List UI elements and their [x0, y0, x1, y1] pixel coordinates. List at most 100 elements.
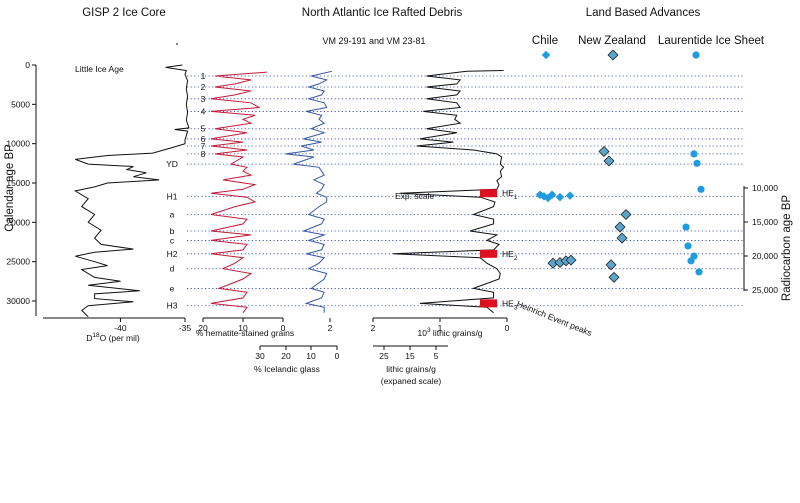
heinrich-bar-2 [480, 249, 497, 258]
event-label-4: 4 [201, 106, 206, 116]
left-tick-label: 25000 [6, 257, 30, 267]
exp-scale-label: Exp. scale [395, 191, 434, 201]
event-label-b: b [170, 226, 175, 236]
event-label-8: 8 [201, 149, 206, 159]
hematite-series [210, 71, 268, 314]
icelandic-tick-label: 30 [255, 351, 265, 361]
lithic-exp-tick-label: 15 [405, 351, 415, 361]
little-ice-age-label: Little Ice Age [75, 64, 124, 74]
heinrich-label-3: HE3 [502, 298, 518, 311]
new-zealand-marker [605, 259, 617, 271]
new-zealand-marker [603, 155, 615, 167]
chile-marker [555, 192, 565, 202]
event-label-1: 1 [201, 71, 206, 81]
new-zealand-marker [616, 232, 628, 244]
icelandic-tick-label: 20 [281, 351, 291, 361]
laurentide-marker [690, 150, 698, 158]
icelandic-tick-label: 0 [335, 351, 340, 361]
right-tick-label: 15,000 [752, 217, 778, 227]
heinrich-label-1: HE1 [502, 188, 518, 201]
icelandic-axis-label: % Icelandic glass [254, 364, 320, 374]
lithic-tick-label: 2 [371, 323, 376, 333]
title-cores: VM 29-191 and VM 23-81 [322, 36, 425, 46]
chile-marker [565, 191, 575, 200]
heinrich-peaks-label: Heinrich Event peaks [515, 299, 593, 338]
left-tick-label: 5000 [11, 99, 30, 109]
left-tick-label: 15000 [6, 178, 30, 188]
event-gridlines [187, 75, 745, 307]
right-tick-label: 20,000 [752, 251, 778, 261]
event-label-h1: H1 [167, 191, 178, 201]
left-tick-label: 20000 [6, 217, 30, 227]
left-tick-label: 10000 [6, 139, 30, 149]
event-label-3: 3 [201, 94, 206, 104]
lithic-exp-axis-label: lithic grains/g [386, 364, 436, 374]
hematite-tick-label: 10 [238, 323, 248, 333]
lithic-exp-tick-label: 25 [379, 351, 389, 361]
event-label-6: 6 [201, 134, 206, 144]
title-north-atlantic: North Atlantic Ice Rafted Debris [302, 7, 463, 19]
event-label-7: 7 [201, 141, 206, 151]
event-label-c: c [170, 235, 175, 245]
d18o-axis-label: D18O (per mil) [86, 332, 140, 343]
col-laurentide: Laurentide Ice Sheet [658, 35, 765, 47]
lithic-axis-label: 103 lithic grains/g [417, 327, 482, 338]
right-tick-label: 25,000 [752, 285, 778, 295]
right-ticks: 10,000 15,000 20,000 25,000 [744, 183, 778, 295]
hematite-tick-label: 0 [281, 323, 286, 333]
col-new-zealand: New Zealand [578, 35, 646, 47]
lithic-tick-label: 0 [505, 323, 510, 333]
event-label-5: 5 [201, 124, 206, 134]
chile-marker [541, 50, 551, 60]
d18o-series [73, 64, 190, 318]
col-chile: Chile [532, 35, 558, 47]
lithic-series [393, 70, 505, 314]
left-axis-label: Calendar age BP [4, 144, 16, 232]
lithic-tick-label: 1 [438, 323, 443, 333]
new-zealand-marker [607, 49, 619, 61]
laurentide-marker [684, 242, 692, 250]
laurentide-marker [693, 159, 701, 167]
event-label-2: 2 [201, 82, 206, 92]
event-label-a: a [170, 209, 175, 219]
left-ticks: 0 5000 10000 15000 20000 25000 30000 [6, 60, 36, 306]
laurentide-marker [687, 257, 695, 265]
hematite-axis-label: % hematite-stained grains [196, 328, 294, 338]
hematite-tick-label: 20 [198, 323, 208, 333]
event-label-e: e [170, 283, 175, 293]
chile-late-marker [565, 254, 577, 266]
right-tick-label: 10,000 [752, 183, 778, 193]
lithic-exp-tick-label: 5 [434, 351, 439, 361]
series [73, 64, 505, 318]
laurentide-marker [695, 268, 703, 276]
laurentide-marker [682, 223, 690, 231]
markers [535, 49, 705, 283]
left-tick-label: 30000 [6, 296, 30, 306]
icelandic-tick-label: 10 [306, 351, 316, 361]
title-land: Land Based Advances [586, 7, 701, 19]
bottom-ticks: -40 -35 20 10 0 2 2 1 030 20 10 0 25 15 5 [114, 318, 510, 361]
title-gisp: GISP 2 Ice Core [82, 7, 166, 19]
chile-late-marker [547, 257, 559, 269]
event-label-h3: H3 [167, 301, 178, 311]
heinrich-bar-3 [480, 299, 497, 308]
new-zealand-marker [614, 221, 626, 233]
annotations: Little Ice Age Exp. scale Heinrich Event… [75, 43, 593, 338]
heinrich-bar-1 [480, 189, 497, 198]
d18o-tick-label: -40 [114, 323, 127, 333]
right-axis-label: Radiocarbon age BP [781, 195, 793, 301]
icelandic-glass-series [285, 70, 333, 313]
laurentide-marker [692, 51, 700, 59]
event-label-d: d [170, 264, 175, 274]
new-zealand-marker [598, 146, 610, 158]
heinrich-label-2: HE2 [502, 249, 518, 262]
left-tick-label: 0 [25, 60, 30, 70]
heinrich-events: HE1 HE2 HE3 [480, 188, 518, 311]
lithic-exp-axis-label-2: (expaned scale) [381, 376, 442, 386]
new-zealand-marker [608, 271, 620, 283]
titles: GISP 2 Ice Core North Atlantic Ice Rafte… [82, 7, 765, 47]
new-zealand-marker [620, 208, 632, 220]
